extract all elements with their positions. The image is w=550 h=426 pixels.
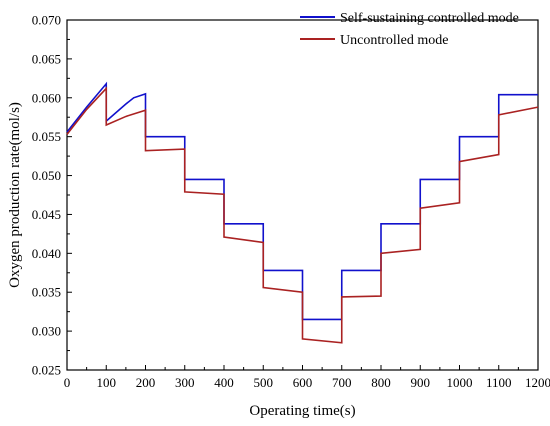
y-tick-label: 0.055 bbox=[32, 129, 61, 144]
y-tick-label: 0.025 bbox=[32, 363, 61, 378]
y-tick-label: 0.045 bbox=[32, 207, 61, 222]
x-tick-label: 300 bbox=[175, 375, 195, 390]
x-tick-label: 500 bbox=[254, 375, 274, 390]
x-tick-label: 600 bbox=[293, 375, 313, 390]
y-axis-title: Oxygen production rate(mol/s) bbox=[7, 102, 23, 288]
y-tick-label: 0.030 bbox=[32, 324, 61, 339]
y-tick-label: 0.040 bbox=[32, 246, 61, 261]
x-tick-label: 200 bbox=[136, 375, 156, 390]
x-tick-label: 400 bbox=[214, 375, 234, 390]
series-layer bbox=[66, 81, 539, 344]
x-axis-ticks: 0 100 200 300 400 500 600 700 800 900 1000 1100 1200 bbox=[64, 365, 550, 390]
x-tick-label: 1200 bbox=[525, 375, 550, 390]
x-tick-label: 900 bbox=[411, 375, 431, 390]
x-tick-label: 1100 bbox=[486, 375, 512, 390]
x-tick-label: 0 bbox=[64, 375, 71, 390]
x-axis-title: Operating time(s) bbox=[249, 403, 355, 419]
x-tick-label: 100 bbox=[97, 375, 117, 390]
x-tick-label: 1000 bbox=[447, 375, 473, 390]
y-tick-label: 0.070 bbox=[32, 13, 61, 28]
y-axis-ticks: 0.025 0.030 0.035 0.040 0.045 0.050 0.055 0.060… bbox=[32, 13, 72, 378]
y-tick-label: 0.065 bbox=[32, 51, 61, 66]
series-line-uncontrolled bbox=[66, 86, 539, 344]
legend: Self-sustaining controlled mode Uncontro… bbox=[300, 11, 519, 48]
legend-label-self-sustaining: Self-sustaining controlled mode bbox=[340, 11, 519, 26]
legend-label-uncontrolled: Uncontrolled mode bbox=[340, 33, 448, 48]
y-tick-label: 0.035 bbox=[32, 285, 61, 300]
y-tick-label: 0.050 bbox=[32, 168, 61, 183]
series-line-self-sustaining bbox=[66, 81, 538, 321]
y-tick-label: 0.060 bbox=[32, 90, 61, 105]
x-tick-label: 800 bbox=[371, 375, 391, 390]
x-tick-label: 700 bbox=[332, 375, 352, 390]
